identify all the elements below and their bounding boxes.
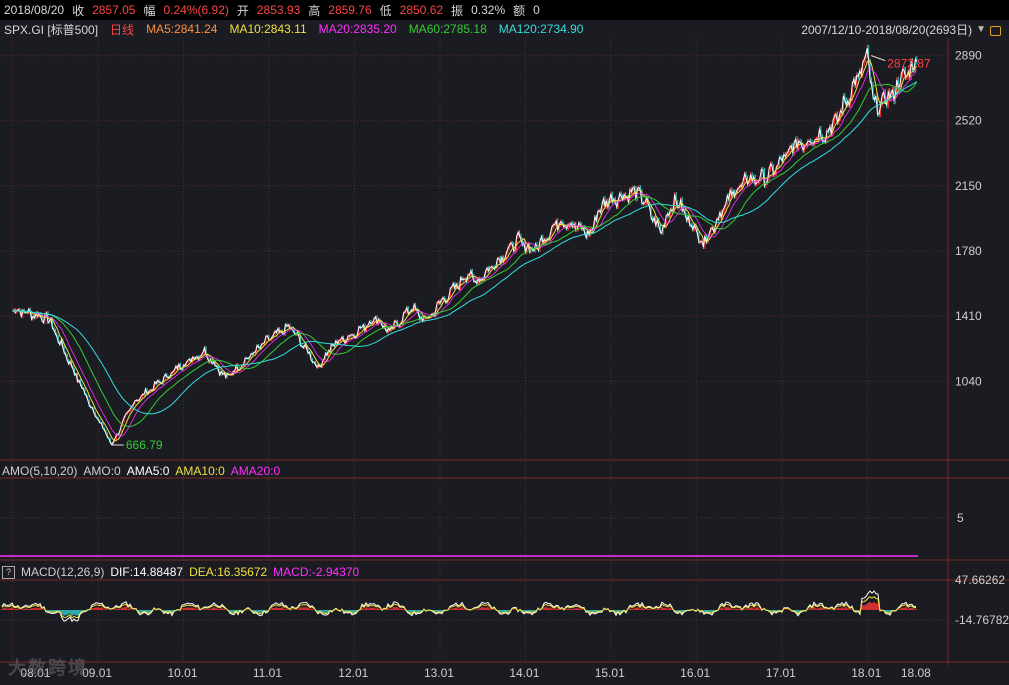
macd-value: MACD:-2.94370 [273, 565, 360, 579]
change-value: 0.24%(6.92) [163, 3, 229, 17]
amo-value: AMO:0 [83, 464, 121, 478]
x-tick-label: 09.01 [82, 666, 112, 680]
x-tick-label: 12.01 [338, 666, 368, 680]
dea-line [1, 596, 917, 619]
ama5-value: AMA5:0 [126, 464, 170, 478]
y-tick-label: 2890 [955, 49, 982, 63]
ma60-legend: MA60:2785.18 [408, 22, 487, 36]
x-tick-label: 13.01 [424, 666, 454, 680]
low-value: 2850.62 [399, 3, 444, 17]
period-label[interactable]: 日线 [110, 22, 135, 37]
macd-title: MACD(12,26,9) [21, 565, 105, 579]
ma-legend: SPX.GI [标普500] 日线 MA5:2841.24 MA10:2843.… [0, 20, 1009, 38]
high-annotation: 2872.87 [887, 57, 931, 71]
amo-title: AMO(5,10,20) [2, 464, 78, 478]
x-tick-label: 08.01 [20, 666, 50, 680]
high-pointer [871, 55, 886, 62]
ma5-line [12, 47, 918, 446]
x-tick-label: 18.08 [901, 666, 931, 680]
macd-y-tick-label: 47.66262 [955, 573, 1005, 587]
dropdown-triangle-icon[interactable]: ▼ [976, 23, 986, 35]
ma120-line [12, 81, 918, 415]
dea-value: DEA:16.35672 [189, 565, 268, 579]
x-tick-label: 18.01 [851, 666, 881, 680]
change-label: 幅 [143, 3, 156, 18]
close-label: 收 [72, 3, 85, 18]
watermark: 大数跨境 [8, 658, 88, 678]
date-range-label: 2007/12/10-2018/08/20(2693日) [801, 22, 973, 37]
y-tick-label: 1040 [955, 374, 982, 388]
date-range[interactable]: 2007/12/10-2018/08/20(2693日) ▼ [801, 20, 1001, 38]
ma5-legend: MA5:2841.24 [146, 22, 218, 36]
y-tick-label: 1780 [955, 244, 982, 258]
amount-value: 0 [533, 3, 540, 17]
low-label: 低 [379, 3, 392, 18]
ma20-legend: MA20:2835.20 [318, 22, 397, 36]
x-tick-label: 14.01 [509, 666, 539, 680]
x-tick-label: 16.01 [680, 666, 710, 680]
ma10-legend: MA10:2843.11 [229, 22, 307, 36]
ma60-line [12, 81, 918, 427]
amplitude-label: 振 [451, 3, 464, 18]
amount-label: 额 [513, 3, 526, 18]
help-icon[interactable]: ? [2, 565, 15, 579]
close-value: 2857.05 [92, 3, 136, 17]
x-tick-label: 17.01 [766, 666, 796, 680]
x-tick-label: 11.01 [253, 666, 282, 680]
amo-y-tick-label: 5 [957, 511, 964, 525]
open-label: 开 [236, 3, 249, 18]
macd-legend: ? MACD(12,26,9) DIF:14.88487 DEA:16.3567… [0, 564, 359, 580]
y-tick-label: 2150 [955, 179, 982, 193]
lock-icon[interactable] [990, 26, 1001, 36]
ama10-value: AMA10:0 [175, 464, 225, 478]
high-value: 2859.76 [328, 3, 372, 17]
x-tick-label: 15.01 [595, 666, 625, 680]
x-tick-label: 10.01 [167, 666, 197, 680]
symbol-name: SPX.GI [标普500] [4, 22, 99, 37]
ma120-legend: MA120:2734.90 [498, 22, 584, 36]
low-annotation: 666.79 [126, 438, 163, 452]
dif-value: DIF:14.88487 [110, 565, 184, 579]
y-tick-label: 1410 [955, 309, 982, 323]
quote-header: 2018/08/20 收 2857.05 幅 0.24%(6.92) 开 285… [0, 0, 1009, 20]
ama20-value: AMA20:0 [230, 464, 281, 478]
quote-date: 2018/08/20 [4, 3, 65, 17]
open-value: 2853.93 [256, 3, 301, 17]
macd-y-tick-label: -14.76782 [955, 613, 1009, 627]
amplitude-value: 0.32% [471, 3, 506, 17]
high-label: 高 [308, 3, 321, 18]
y-tick-label: 2520 [955, 114, 982, 128]
ma10-line [12, 59, 918, 442]
ma20-line [12, 68, 918, 437]
amo-legend: AMO(5,10,20) AMO:0 AMA5:0 AMA10:0 AMA20:… [0, 463, 280, 479]
